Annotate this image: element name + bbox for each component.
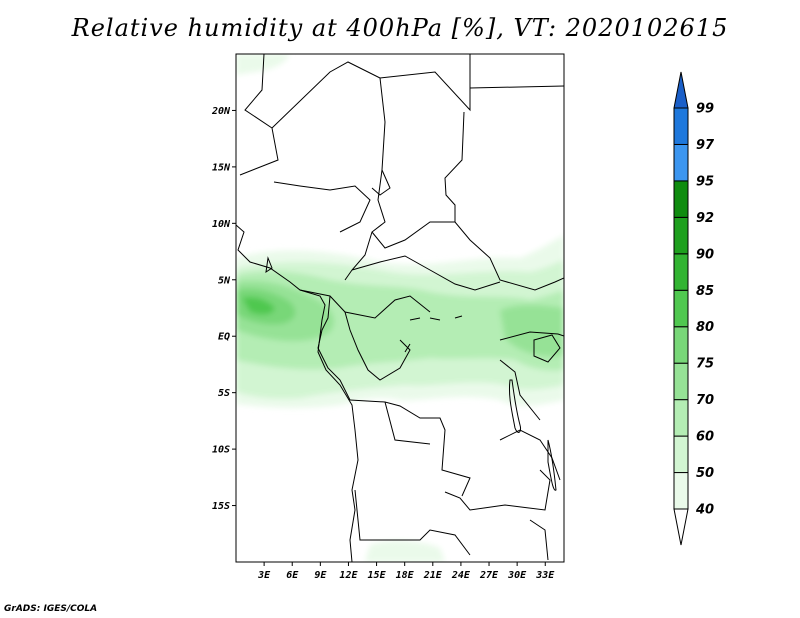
humidity-area-70-east (500, 304, 564, 357)
coastline (236, 224, 359, 562)
lon-tick-label: 21E (423, 570, 443, 581)
colorbar-label: 99 (696, 102, 714, 117)
lake-victoria (533, 334, 561, 363)
lake-tanganyika (509, 379, 521, 433)
lon-tick-label: 3E (257, 570, 271, 581)
colorbar-bin (673, 180, 689, 218)
lat-tick-label: 5N (218, 275, 231, 286)
map-frame (235, 53, 565, 563)
lat-tick-label: 10N (212, 219, 231, 230)
lat-tick-label: 5S (218, 388, 230, 399)
humidity-area-80 (242, 297, 275, 315)
colorbar-bin (673, 435, 689, 474)
colorbar-bin (673, 143, 689, 182)
lon-tick-label: 27E (479, 570, 499, 581)
lon-tick-label: 15E (368, 570, 387, 581)
latitude-axis: 20N 15N 10N 5N EQ 5S 10S 15S (211, 106, 236, 512)
colorbar-label: 40 (695, 503, 714, 518)
colorbar-bin (673, 362, 689, 401)
humidity-field (236, 54, 564, 562)
colorbar-label: 50 (696, 466, 714, 481)
lat-tick-label: 15S (212, 501, 230, 512)
lon-tick-label: 24E (451, 570, 471, 581)
colorbar-bin (673, 472, 689, 510)
colorbar-label: 90 (696, 247, 714, 262)
colorbar-bin (673, 216, 689, 255)
colorbar: 40 50 60 70 75 80 85 90 92 95 97 99 (673, 71, 715, 546)
colorbar-label: 92 (696, 211, 714, 226)
colorbar-bin (673, 399, 689, 437)
lon-tick-label: 30E (507, 570, 527, 581)
colorbar-label: 97 (696, 138, 715, 153)
longitude-axis: 3E 6E 9E 12E 15E 18E 21E 24E 27E 30E 33E (257, 562, 555, 581)
colorbar-over-arrow (673, 71, 689, 109)
colorbar-label: 60 (696, 430, 714, 445)
colorbar-label: 70 (696, 393, 714, 408)
lat-tick-label: 10S (212, 445, 230, 456)
colorbar-bin (673, 289, 689, 328)
colorbar-bin (673, 326, 689, 364)
colorbar-bin (673, 253, 689, 291)
river-congo (404, 315, 463, 353)
lon-tick-label: 12E (339, 570, 358, 581)
lake-malawi (547, 439, 557, 491)
colorbar-label: 80 (696, 320, 714, 335)
colorbar-label: 75 (696, 357, 714, 372)
lake-volta (265, 256, 273, 274)
colorbar-label: 85 (696, 284, 714, 299)
colorbar-bin (673, 107, 689, 145)
humidity-area-40-south (365, 540, 445, 562)
lon-tick-label: 9E (314, 570, 327, 581)
colorbar-label: 95 (696, 174, 714, 189)
lat-tick-label: 15N (212, 162, 231, 173)
footer-credit: GrADS: IGES/COLA (4, 604, 98, 614)
lat-tick-label: 20N (211, 106, 231, 117)
colorbar-under-arrow (673, 508, 689, 546)
lon-tick-label: 6E (286, 570, 299, 581)
chart-title: Relative humidity at 400hPa [%], VT: 202… (71, 14, 729, 42)
lon-tick-label: 33E (535, 570, 555, 581)
lakes (265, 256, 561, 491)
lat-tick-label: EQ (218, 332, 230, 343)
lon-tick-label: 18E (396, 570, 415, 581)
